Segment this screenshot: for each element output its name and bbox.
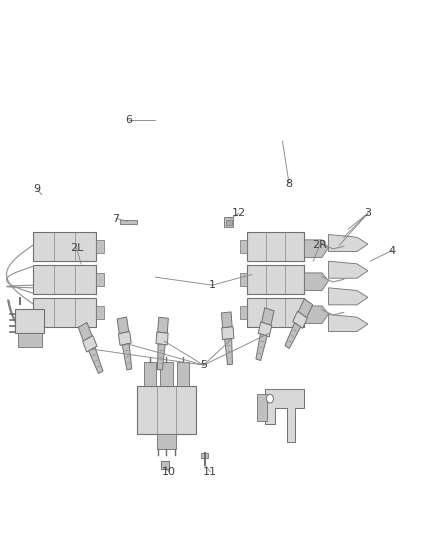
Polygon shape <box>328 235 368 252</box>
Text: 8: 8 <box>286 179 293 189</box>
Bar <box>96 273 104 286</box>
Polygon shape <box>256 334 267 360</box>
Polygon shape <box>122 343 132 370</box>
Text: 5: 5 <box>200 360 207 370</box>
Bar <box>144 362 156 386</box>
Polygon shape <box>158 317 168 333</box>
Polygon shape <box>83 336 97 352</box>
Bar <box>160 362 173 386</box>
Bar <box>257 394 267 421</box>
Bar <box>201 453 208 458</box>
Polygon shape <box>328 261 368 278</box>
Polygon shape <box>225 338 233 365</box>
Polygon shape <box>265 389 304 442</box>
Polygon shape <box>258 322 272 337</box>
Bar <box>96 240 104 253</box>
Polygon shape <box>117 317 129 334</box>
Polygon shape <box>304 306 328 324</box>
Bar <box>247 298 304 327</box>
Text: 2L: 2L <box>70 243 83 253</box>
Bar <box>224 217 233 227</box>
Polygon shape <box>157 344 165 370</box>
Polygon shape <box>328 288 368 305</box>
Text: 12: 12 <box>232 208 246 218</box>
Text: 9: 9 <box>34 184 41 194</box>
Bar <box>120 220 137 224</box>
Polygon shape <box>156 332 168 345</box>
Bar <box>240 273 247 286</box>
Polygon shape <box>78 322 92 341</box>
Bar <box>226 220 232 225</box>
Polygon shape <box>285 323 300 349</box>
Bar <box>33 232 96 261</box>
Text: 7: 7 <box>113 214 120 223</box>
Text: 10: 10 <box>162 467 176 477</box>
Text: 11: 11 <box>203 467 217 477</box>
Polygon shape <box>118 332 131 345</box>
Bar <box>18 333 42 347</box>
Bar <box>96 306 104 319</box>
Bar <box>33 298 96 327</box>
Bar <box>137 386 196 434</box>
Bar <box>247 265 304 294</box>
Text: 2R: 2R <box>312 240 327 250</box>
Polygon shape <box>261 308 274 325</box>
Polygon shape <box>88 348 103 374</box>
Text: 3: 3 <box>364 208 371 218</box>
Bar <box>177 362 189 386</box>
Polygon shape <box>222 327 234 340</box>
Bar <box>33 265 96 294</box>
Polygon shape <box>304 240 328 257</box>
Text: 1: 1 <box>209 280 216 290</box>
Polygon shape <box>222 312 232 328</box>
Bar <box>240 240 247 253</box>
Bar <box>161 461 169 469</box>
Text: 4: 4 <box>389 246 396 255</box>
Bar <box>240 306 247 319</box>
Ellipse shape <box>266 394 273 403</box>
Polygon shape <box>293 311 307 328</box>
Bar <box>157 434 176 449</box>
Bar <box>247 232 304 261</box>
Text: 6: 6 <box>126 115 133 125</box>
Polygon shape <box>328 314 368 332</box>
Bar <box>15 309 44 333</box>
Polygon shape <box>304 273 328 290</box>
Polygon shape <box>298 299 313 318</box>
